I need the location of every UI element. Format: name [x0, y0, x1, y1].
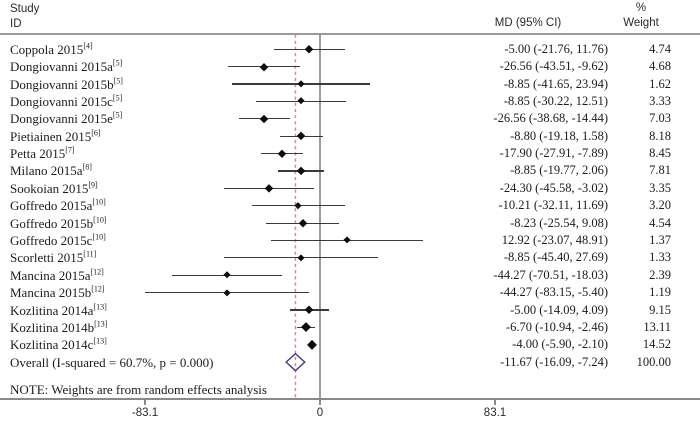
- weight-value: 9.15: [649, 302, 671, 317]
- weight-value: 2.39: [649, 267, 671, 282]
- study-label: Goffredo 2015a[10]: [10, 197, 106, 214]
- study-ref: [5]: [113, 76, 123, 86]
- md-ci-value: -8.85 (-30.22, 12.51): [503, 93, 608, 108]
- weight-value: 13.11: [643, 319, 671, 334]
- study-label: Scorletti 2015[11]: [10, 250, 97, 266]
- weight-value: 4.74: [649, 41, 671, 56]
- study-label: Coppola 2015[4]: [10, 41, 93, 57]
- study-ref: [7]: [65, 145, 75, 155]
- col-header-study-line2: ID: [10, 18, 22, 30]
- weight-value: 1.33: [649, 250, 671, 265]
- col-header-md: MD (95% CI): [494, 17, 562, 29]
- md-ci-value: -11.67 (-16.09, -7.24): [500, 354, 608, 369]
- col-header-study-line1: Study: [10, 3, 40, 15]
- weight-value: 3.33: [649, 93, 671, 108]
- study-ref: [6]: [91, 128, 101, 138]
- md-ci-value: -8.85 (-19.77, 2.06): [510, 163, 608, 178]
- study-label: Milano 2015a[8]: [10, 163, 92, 179]
- md-ci-value: -5.00 (-21.76, 11.76): [504, 41, 608, 56]
- md-ci-value: -24.30 (-45.58, -3.02): [499, 180, 608, 195]
- study-ref: [13]: [93, 336, 107, 346]
- study-label: Dongiovanni 2015e[5]: [10, 110, 123, 127]
- axis-tick: [494, 399, 496, 405]
- study-ref: [13]: [94, 319, 108, 329]
- md-ci-value: -17.90 (-27.91, -7.89): [499, 146, 608, 161]
- weight-value: 4.54: [649, 215, 671, 230]
- study-label: Kozlitina 2014a[13]: [10, 302, 107, 318]
- study-label: Goffredo 2015b[10]: [10, 215, 107, 231]
- study-ref: [10]: [93, 215, 107, 225]
- study-label: Pietiainen 2015[6]: [10, 128, 101, 144]
- study-ref: [5]: [112, 93, 123, 103]
- study-label: Kozlitina 2014b[13]: [10, 319, 108, 335]
- md-ci-value: 12.92 (-23.07, 48.91): [501, 232, 608, 247]
- md-ci-value: -8.23 (-25.54, 9.08): [510, 215, 608, 230]
- md-ci-value: -10.21 (-32.11, 11.69): [498, 198, 608, 213]
- study-label: Dongiovanni 2015a[5]: [10, 58, 123, 75]
- study-ref: [9]: [88, 180, 98, 190]
- study-ref: [11]: [83, 250, 97, 260]
- md-ci-value: -26.56 (-38.68, -14.44): [493, 111, 608, 126]
- study-ref: [4]: [83, 41, 93, 51]
- axis-tick-label: -83.1: [131, 407, 159, 419]
- md-ci-value: -44.27 (-83.15, -5.40): [499, 285, 608, 300]
- weight-value: 7.03: [649, 111, 671, 126]
- md-ci-value: -8.85 (-41.65, 23.94): [503, 76, 608, 91]
- md-ci-value: -44.27 (-70.51, -18.03): [493, 267, 608, 282]
- weight-value: 1.62: [649, 76, 671, 91]
- axis-tick: [144, 399, 146, 405]
- x-axis-line: [0, 398, 700, 400]
- weight-value: 3.20: [649, 198, 671, 213]
- note-text: NOTE: Weights are from random effects an…: [10, 382, 267, 397]
- md-ci-value: -5.00 (-14.09, 4.09): [510, 302, 608, 317]
- study-ref: [8]: [82, 163, 92, 173]
- study-label: Mancina 2015a[12]: [10, 267, 104, 283]
- axis-tick-label: 0: [316, 407, 324, 419]
- weight-value: 14.52: [642, 337, 671, 352]
- study-label: Dongiovanni 2015b[5]: [10, 76, 123, 92]
- weight-value: 1.19: [649, 285, 671, 300]
- study-label: Kozlitina 2014c[13]: [10, 336, 107, 353]
- study-label: Dongiovanni 2015c[5]: [10, 93, 123, 109]
- weight-value: 8.45: [649, 146, 671, 161]
- header-divider: [0, 33, 700, 35]
- md-ci-value: -4.00 (-5.90, -2.10): [512, 337, 608, 352]
- axis-tick-label: 83.1: [483, 407, 507, 419]
- study-ref: [12]: [90, 267, 104, 277]
- overall-label: Overall (I-squared = 60.7%, p = 0.000): [10, 354, 214, 370]
- col-header-weight: Weight: [623, 17, 659, 29]
- weight-value: 7.81: [649, 163, 671, 178]
- md-ci-value: -26.56 (-43.51, -9.62): [499, 59, 608, 74]
- md-ci-value: -8.85 (-45.40, 27.69): [503, 250, 608, 265]
- weight-value: 100.00: [636, 354, 671, 369]
- study-ref: [10]: [92, 197, 106, 207]
- study-ref: [5]: [112, 58, 123, 68]
- study-label: Mancina 2015b[12]: [10, 284, 105, 301]
- study-ref: [10]: [92, 232, 106, 242]
- weight-value: 3.35: [649, 180, 671, 195]
- weight-value: 4.68: [649, 59, 671, 74]
- study-ref: [13]: [93, 302, 107, 312]
- study-ref: [5]: [112, 110, 123, 120]
- weight-value: 1.37: [649, 232, 671, 247]
- study-label: Sookoian 2015[9]: [10, 180, 98, 196]
- col-header-weight-percent: %: [635, 2, 647, 14]
- study-ref: [12]: [91, 284, 105, 294]
- study-label: Goffredo 2015c[10]: [10, 232, 106, 248]
- overall-diamond: [285, 352, 306, 372]
- study-label: Petta 2015[7]: [10, 145, 75, 162]
- md-ci-value: -8.80 (-19.18, 1.58): [510, 128, 608, 143]
- md-ci-value: -6.70 (-10.94, -2.46): [505, 319, 608, 334]
- axis-tick: [319, 399, 321, 405]
- weight-value: 8.18: [649, 128, 671, 143]
